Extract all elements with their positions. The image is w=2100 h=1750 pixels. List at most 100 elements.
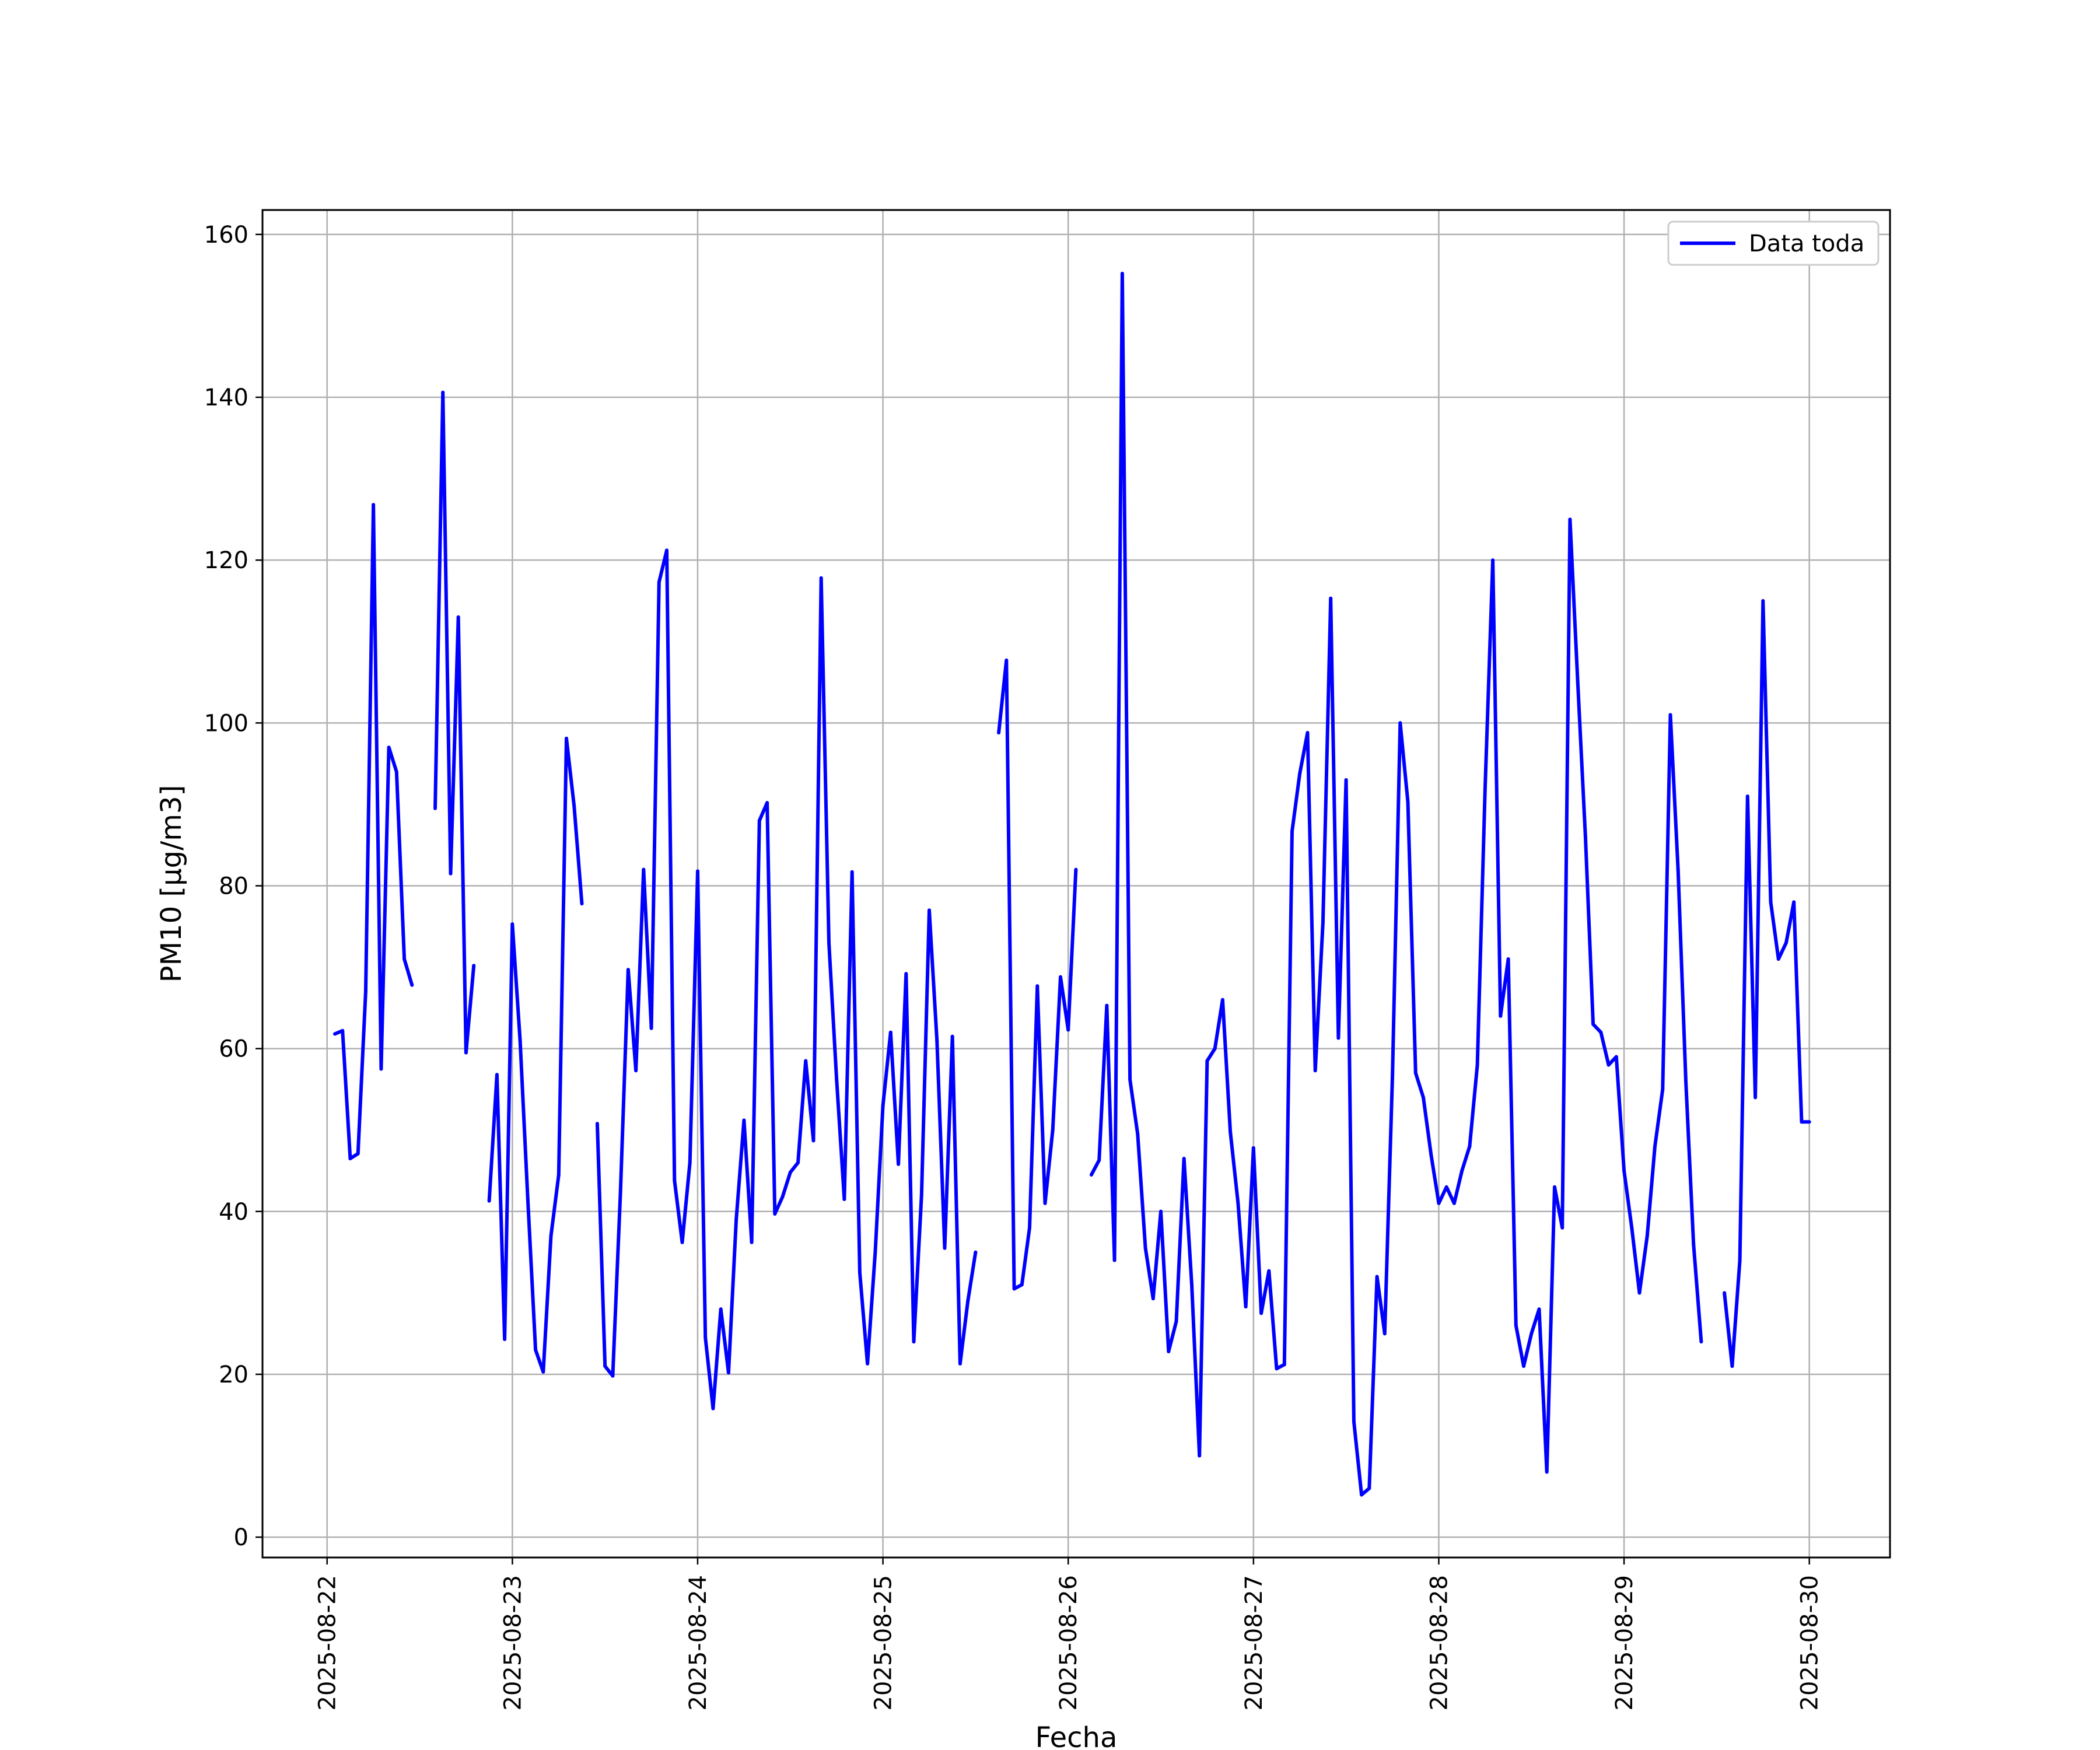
data-point xyxy=(904,972,908,976)
series-line xyxy=(1090,271,1703,1497)
x-tick-label: 2025-08-24 xyxy=(685,1575,712,1710)
data-point xyxy=(1776,957,1780,961)
data-point xyxy=(1005,658,1009,662)
x-axis: 2025-08-22 2025-08-23 2025-08-24 2025-08-25… xyxy=(314,1558,1824,1710)
data-point xyxy=(1112,1258,1116,1262)
data-point xyxy=(1398,721,1402,725)
data-point xyxy=(1522,1364,1525,1368)
data-point xyxy=(974,1250,978,1254)
data-point xyxy=(1182,1157,1186,1161)
data-point xyxy=(495,1073,499,1077)
data-point xyxy=(1491,558,1495,562)
data-point xyxy=(757,818,761,822)
x-axis-label: Fecha xyxy=(1035,1721,1118,1750)
data-point xyxy=(1360,1493,1364,1497)
data-point xyxy=(1321,921,1325,925)
data-point xyxy=(487,1199,491,1203)
data-point xyxy=(726,1371,730,1375)
y-tick-label: 0 xyxy=(234,1524,249,1551)
data-point xyxy=(1568,517,1572,522)
data-point xyxy=(1236,1201,1240,1205)
y-axis-label: PM10 [µg/m3] xyxy=(155,785,188,983)
data-point xyxy=(1244,1305,1248,1309)
data-point xyxy=(518,1038,522,1042)
data-point xyxy=(873,1250,877,1254)
x-tick-label: 2025-08-25 xyxy=(870,1575,897,1710)
data-point xyxy=(1259,1311,1264,1315)
data-point xyxy=(958,1362,962,1366)
data-point xyxy=(1336,1036,1340,1040)
data-point xyxy=(935,1038,939,1042)
data-point xyxy=(673,1178,677,1182)
data-point xyxy=(1738,1258,1742,1262)
data-point xyxy=(866,1362,870,1366)
data-point xyxy=(348,1157,352,1161)
data-point xyxy=(1228,1130,1233,1133)
data-point xyxy=(1151,1297,1155,1301)
data-point xyxy=(1560,1226,1564,1230)
data-point xyxy=(1784,941,1788,945)
y-tick-label: 160 xyxy=(204,222,249,249)
data-point xyxy=(1344,778,1348,782)
data-point xyxy=(1251,1146,1255,1150)
x-tick-label: 2025-08-28 xyxy=(1426,1575,1452,1710)
data-point xyxy=(565,736,568,740)
data-point xyxy=(711,1406,715,1410)
data-point xyxy=(1020,1283,1024,1287)
data-point xyxy=(928,908,931,912)
data-point xyxy=(1051,1128,1055,1132)
data-point xyxy=(402,957,407,961)
data-point xyxy=(888,1030,892,1034)
data-point xyxy=(719,1307,723,1311)
data-point xyxy=(1630,1226,1634,1230)
data-point xyxy=(1745,794,1749,798)
data-point xyxy=(665,548,668,552)
data-point xyxy=(549,1234,553,1238)
data-point xyxy=(649,1026,653,1030)
x-tick-label: 2025-08-27 xyxy=(1241,1575,1268,1710)
data-point xyxy=(626,968,630,972)
data-point xyxy=(1143,1246,1147,1250)
data-point xyxy=(1452,1201,1456,1205)
data-point xyxy=(1174,1320,1178,1324)
data-point xyxy=(750,1240,754,1244)
data-point xyxy=(456,615,460,619)
data-point xyxy=(1190,1283,1194,1287)
data-point xyxy=(580,902,584,906)
data-point xyxy=(919,1193,923,1197)
data-point xyxy=(1367,1486,1371,1490)
data-point xyxy=(341,1028,345,1032)
data-point xyxy=(394,770,398,774)
data-point xyxy=(1506,957,1510,961)
data-point xyxy=(1800,1120,1804,1124)
x-tick-label: 2025-08-26 xyxy=(1055,1575,1082,1710)
data-point xyxy=(1591,1022,1595,1026)
data-point xyxy=(796,1161,800,1165)
data-point xyxy=(387,746,391,750)
data-point xyxy=(1807,1120,1811,1124)
data-point xyxy=(1306,731,1310,735)
plot-frame xyxy=(261,209,1891,1559)
data-point xyxy=(1028,1226,1031,1230)
data-point xyxy=(1583,835,1587,839)
y-axis: 0 20 40 60 80 100 120 140 160 xyxy=(204,222,262,1551)
data-point xyxy=(618,1191,622,1195)
data-point xyxy=(1391,1073,1395,1077)
data-point xyxy=(688,1161,692,1165)
data-point xyxy=(1282,1363,1286,1367)
data-point xyxy=(1429,1153,1433,1157)
data-point xyxy=(1614,1055,1618,1059)
data-point xyxy=(410,983,414,987)
y-tick-label: 40 xyxy=(219,1199,249,1226)
data-point xyxy=(742,1118,746,1122)
data-point xyxy=(1483,786,1487,790)
data-point xyxy=(1198,1454,1202,1458)
data-point xyxy=(1105,1003,1109,1007)
data-point xyxy=(881,1104,885,1108)
data-point xyxy=(811,1139,816,1143)
data-point xyxy=(680,1240,684,1244)
data-point xyxy=(997,731,1001,735)
series-line xyxy=(595,548,978,1410)
data-point xyxy=(1159,1209,1163,1213)
